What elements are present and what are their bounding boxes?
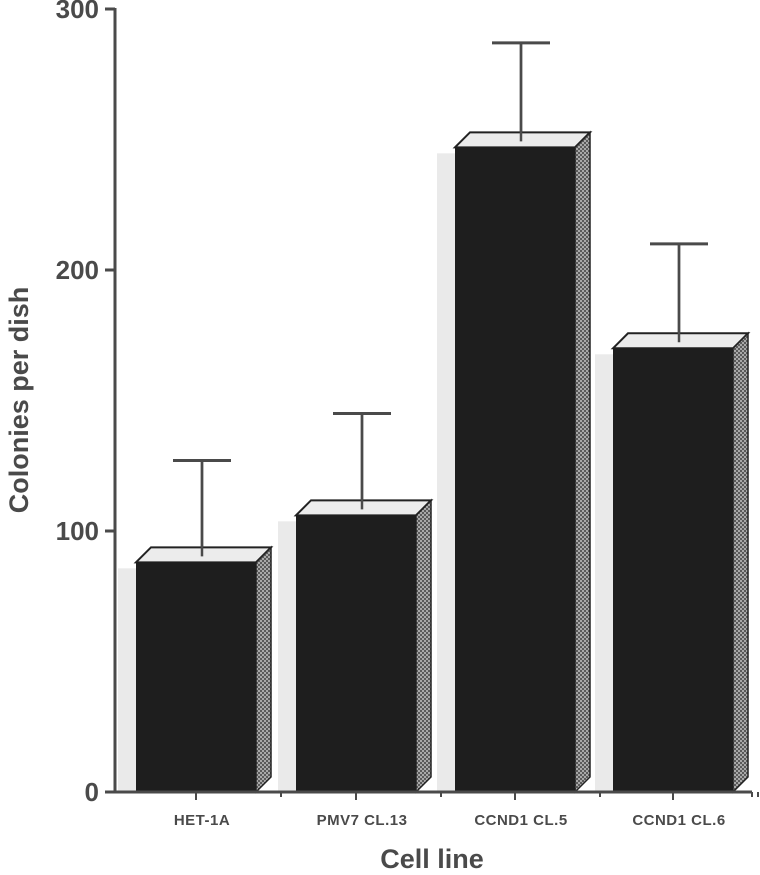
bar-top-face [133,546,274,564]
bar-shadow [118,568,138,792]
bar-3 [452,41,593,794]
x-tick-label: CCND1 CL.5 [474,812,567,829]
y-axis-title: Colonies per dish [4,287,34,514]
bar-4 [610,242,751,794]
bars-group [133,41,751,794]
bar-side-face [255,545,272,794]
y-tick-label: 300 [56,0,99,24]
bar-top-face [610,332,751,350]
x-tick-label: HET-1A [174,812,230,829]
y-tick-label: 0 [85,777,99,807]
bar-side-face [574,130,591,794]
bar-top-face [293,499,434,517]
bar-side-face [415,498,432,794]
bar-front-face [613,348,733,792]
x-tick-label: PMV7 CL.13 [317,812,408,829]
bar-shadow [278,521,298,792]
y-tick-label: 200 [56,255,99,285]
axes-group: HET-1A PMV7 CL.13 CCND1 CL.5 CCND1 CL.6 0 100… [56,0,759,829]
bar-front-face [136,562,256,792]
bar-front-face [455,147,575,792]
bar-shadows [118,153,615,792]
bar-side-face [732,331,749,794]
bar-front-face [296,515,416,792]
bar-shadow [437,153,457,792]
bar-1 [133,459,274,794]
x-tick-label: CCND1 CL.6 [632,812,725,829]
x-axis-title: Cell line [380,844,484,874]
y-tick-label: 100 [56,516,99,546]
bar-2 [293,412,434,794]
bar-shadow [595,354,615,792]
bar-top-face [452,131,593,149]
